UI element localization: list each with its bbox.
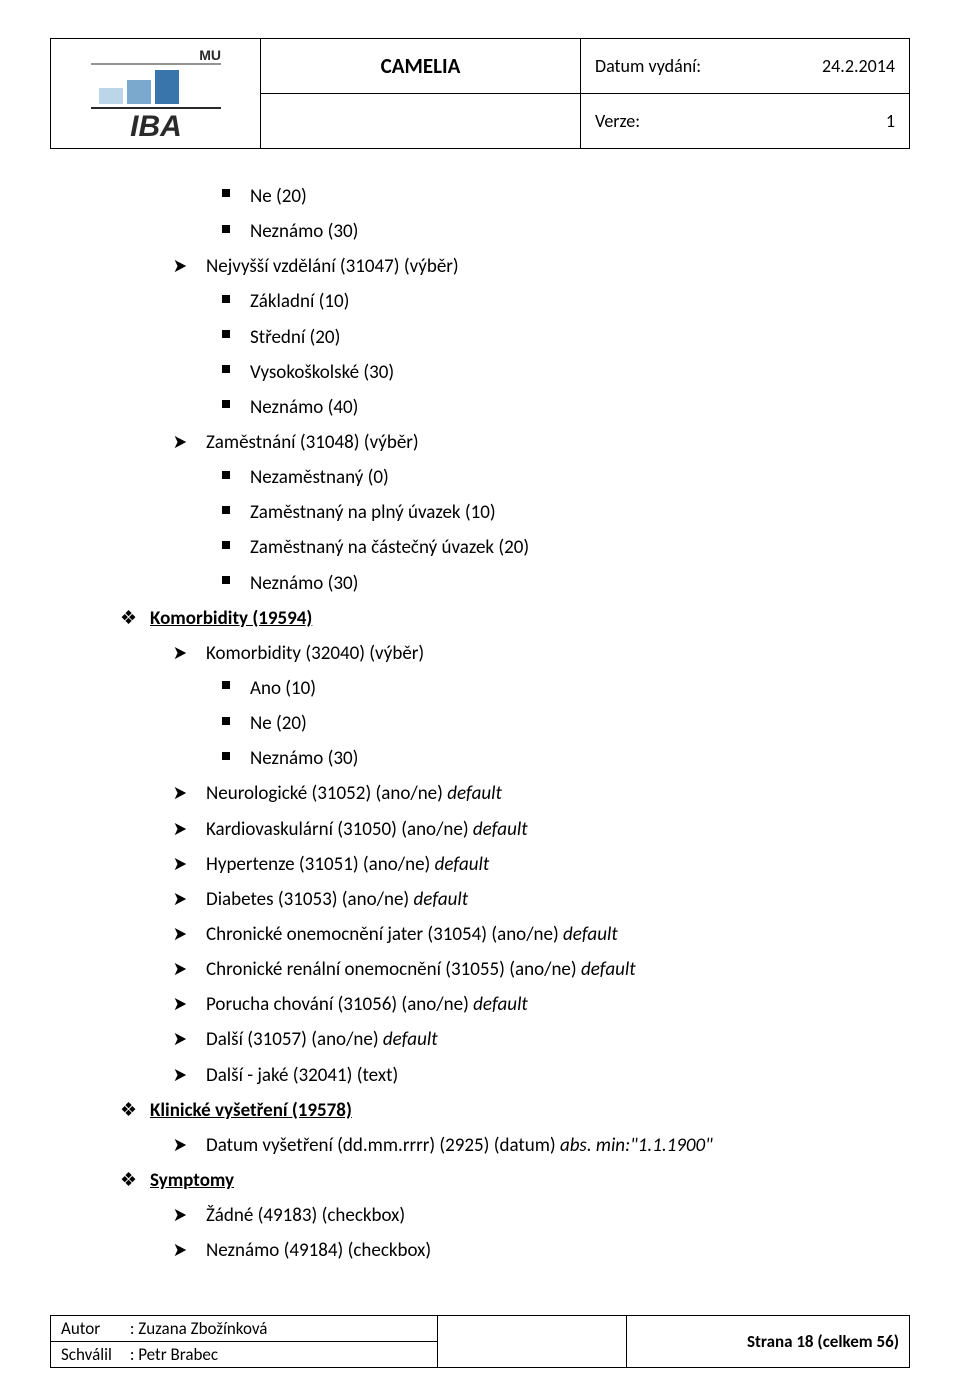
list-item-text: Další - jaké (32041) (text) xyxy=(206,1064,398,1087)
list-item: Neznámo (30) xyxy=(222,741,890,776)
list-item-text: Další (31057) (ano/ne) default xyxy=(206,1028,438,1051)
footer-approved: Schválil : Petr Brabec xyxy=(51,1342,438,1368)
issue-date-value: 24.2.2014 xyxy=(822,55,895,77)
list-item: Datum vyšetření (dd.mm.rrrr) (2925) (dat… xyxy=(172,1128,890,1163)
list-item-text: Komorbidity (32040) (výběr) xyxy=(206,642,424,665)
list-item: Vysokoškolské (30) xyxy=(222,355,890,390)
list-item: Neurologické (31052) (ano/ne) default xyxy=(172,776,890,811)
version-cell: Verze: 1 xyxy=(581,94,910,149)
list-item-text: Datum vyšetření (dd.mm.rrrr) (2925) (dat… xyxy=(206,1134,713,1157)
subtitle-cell xyxy=(261,94,581,149)
list-item: Zaměstnaný na plný úvazek (10) xyxy=(222,495,890,530)
list-item: Symptomy xyxy=(120,1163,890,1198)
list-item-text: Neurologické (31052) (ano/ne) default xyxy=(206,782,502,805)
list-item-text: Ano (10) xyxy=(250,677,316,700)
footer-page-label: Strana 18 (celkem 56) xyxy=(747,1331,899,1352)
version-value: 1 xyxy=(886,110,895,132)
iba-logo: MU IBA xyxy=(71,46,241,141)
list-item: Neznámo (30) xyxy=(222,214,890,249)
list-item: Nejvyšší vzdělání (31047) (výběr) xyxy=(172,249,890,284)
list-item-text: Žádné (49183) (checkbox) xyxy=(206,1204,405,1227)
list-item-text: Nezaměstnaný (0) xyxy=(250,466,389,489)
list-item: Kardiovaskulární (31050) (ano/ne) defaul… xyxy=(172,812,890,847)
footer-author: Autor : Zuzana Zbožínková xyxy=(51,1316,438,1342)
list-item-text: Neznámo (40) xyxy=(250,396,358,419)
list-item-text: Neznámo (49184) (checkbox) xyxy=(206,1239,431,1262)
list-item: Ano (10) xyxy=(222,671,890,706)
list-item-text: Neznámo (30) xyxy=(250,220,358,243)
document-title: CAMELIA xyxy=(261,39,581,94)
list-item: Neznámo (49184) (checkbox) xyxy=(172,1233,890,1268)
list-item-text: Porucha chování (31056) (ano/ne) default xyxy=(206,993,528,1016)
list-item-text: Ne (20) xyxy=(250,712,307,735)
list-item-text: Kardiovaskulární (31050) (ano/ne) defaul… xyxy=(206,818,528,841)
version-label: Verze: xyxy=(595,110,640,132)
list-item: Žádné (49183) (checkbox) xyxy=(172,1198,890,1233)
list-item-text: Klinické vyšetření (19578) xyxy=(150,1099,352,1122)
list-item: Neznámo (30) xyxy=(222,566,890,601)
list-item-text: Hypertenze (31051) (ano/ne) default xyxy=(206,853,489,876)
list-item-text: Symptomy xyxy=(150,1169,234,1192)
list-item-text: Chronické renální onemocnění (31055) (an… xyxy=(206,958,636,981)
list-item: Komorbidity (19594) xyxy=(120,601,890,636)
list-item-text: Vysokoškolské (30) xyxy=(250,361,394,384)
list-item: Základní (10) xyxy=(222,284,890,319)
logo-cell: MU IBA xyxy=(51,39,261,149)
logo-bottom-label: IBA xyxy=(130,110,182,141)
footer-mid-cell xyxy=(437,1316,626,1368)
list-item: Porucha chování (31056) (ano/ne) default xyxy=(172,987,890,1022)
document-body: Ne (20) Neznámo (30) Nejvyšší vzdělání (31… xyxy=(50,179,910,1268)
list-item: Ne (20) xyxy=(222,179,890,214)
list-item: Komorbidity (32040) (výběr) xyxy=(172,636,890,671)
list-item-text: Ne (20) xyxy=(250,185,307,208)
footer-page: Strana 18 (celkem 56) xyxy=(626,1316,909,1368)
list-item: Ne (20) xyxy=(222,706,890,741)
list-item-text: Zaměstnaný na plný úvazek (10) xyxy=(250,501,496,524)
list-item-text: Základní (10) xyxy=(250,290,349,313)
footer-approved-value: : Petr Brabec xyxy=(130,1344,218,1365)
footer-approved-label: Schválil xyxy=(61,1344,126,1365)
list-item: Hypertenze (31051) (ano/ne) default xyxy=(172,847,890,882)
list-item-text: Zaměstnání (31048) (výběr) xyxy=(206,431,419,454)
list-item-text: Diabetes (31053) (ano/ne) default xyxy=(206,888,468,911)
footer-author-value: : Zuzana Zbožínková xyxy=(130,1318,268,1339)
list-item-text: Neznámo (30) xyxy=(250,747,358,770)
list-item: Střední (20) xyxy=(222,320,890,355)
list-item: Další - jaké (32041) (text) xyxy=(172,1058,890,1093)
logo-top-label: MU xyxy=(199,47,221,63)
list-item: Další (31057) (ano/ne) default xyxy=(172,1022,890,1057)
document-header: MU IBA CAMELIA Datum vydání: 24.2.2014 V… xyxy=(50,38,910,149)
list-item: Zaměstnaný na částečný úvazek (20) xyxy=(222,530,890,565)
document-footer: Autor : Zuzana Zbožínková Strana 18 (cel… xyxy=(50,1315,910,1368)
list-item: Nezaměstnaný (0) xyxy=(222,460,890,495)
issue-date-label: Datum vydání: xyxy=(595,55,701,77)
list-item-text: Nejvyšší vzdělání (31047) (výběr) xyxy=(206,255,459,278)
issue-date-cell: Datum vydání: 24.2.2014 xyxy=(581,39,910,94)
list-item: Zaměstnání (31048) (výběr) xyxy=(172,425,890,460)
list-item: Chronické onemocnění jater (31054) (ano/… xyxy=(172,917,890,952)
list-item: Klinické vyšetření (19578) xyxy=(120,1093,890,1128)
list-item: Neznámo (40) xyxy=(222,390,890,425)
list-item-text: Střední (20) xyxy=(250,326,340,349)
list-item: Chronické renální onemocnění (31055) (an… xyxy=(172,952,890,987)
list-item-text: Neznámo (30) xyxy=(250,572,358,595)
list-item-text: Chronické onemocnění jater (31054) (ano/… xyxy=(206,923,618,946)
footer-author-label: Autor xyxy=(61,1318,126,1339)
list-item-text: Zaměstnaný na částečný úvazek (20) xyxy=(250,536,529,559)
list-item: Diabetes (31053) (ano/ne) default xyxy=(172,882,890,917)
list-item-text: Komorbidity (19594) xyxy=(150,607,312,630)
